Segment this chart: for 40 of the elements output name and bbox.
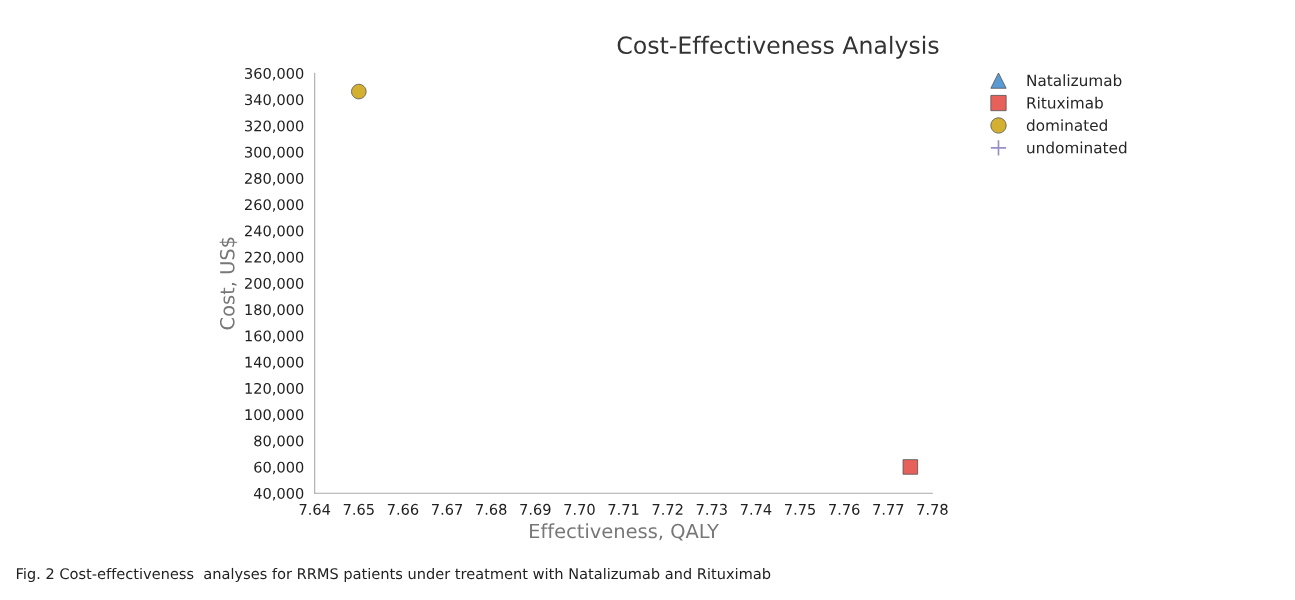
x-tick-label: 7.74 [740,504,772,515]
x-tick-label: 7.72 [652,503,683,515]
y-tick-label: 320,000 [245,120,304,133]
y-tick-label: 220,000 [245,251,304,265]
x-axis-title: Effectiveness, QALY [530,523,719,541]
legend-label: Rituximab [1027,96,1103,109]
y-tick-label: 300,000 [245,146,304,160]
y-tick-label: 240,000 [245,225,304,238]
y-tick-label: 200,000 [245,277,304,291]
x-tick-label: 7.70 [564,503,595,515]
x-tick-label: 7.66 [387,503,419,515]
y-tick-label: 260,000 [245,199,304,212]
x-tick-label: 7.73 [696,503,727,515]
x-tick-label: 7.76 [829,503,860,515]
x-tick-label: 7.68 [476,503,507,515]
y-tick-label: 180,000 [245,304,304,317]
legend-label: dominated [1026,119,1107,132]
x-tick-label: 7.77 [873,504,904,515]
x-tick-label: 7.67 [432,503,463,515]
y-tick-label: 120,000 [245,382,304,396]
legend-label: Natalizumab [1027,74,1122,87]
caption: Fig. 2 Cost-effectiveness analyses for RRMS patients under treatment with Natalizumab and Rituximab [16,567,771,583]
x-tick-label: 7.64 [299,503,331,515]
y-tick-label: 100,000 [245,409,304,422]
x-tick-label: 7.71 [608,504,639,515]
y-tick-label: 160,000 [245,330,304,343]
y-tick-label: 60,000 [254,461,304,475]
x-tick-label: 7.78 [917,503,948,515]
y-tick-label: 80,000 [254,435,304,448]
y-tick-label: 360,000 [245,67,304,81]
x-tick-label: 7.69 [520,503,551,515]
y-axis-title: Cost, US$ [219,237,238,330]
y-tick-label: 40,000 [253,487,304,501]
y-tick-label: 340,000 [245,94,304,107]
x-tick-label: 7.75 [784,504,815,515]
legend-label: undominated [1027,141,1127,154]
y-tick-label: 140,000 [245,356,304,370]
y-tick-label: 280,000 [245,172,304,186]
chart-title: Cost-Effectiveness Analysis [617,35,939,59]
x-tick-label: 7.65 [343,503,374,515]
